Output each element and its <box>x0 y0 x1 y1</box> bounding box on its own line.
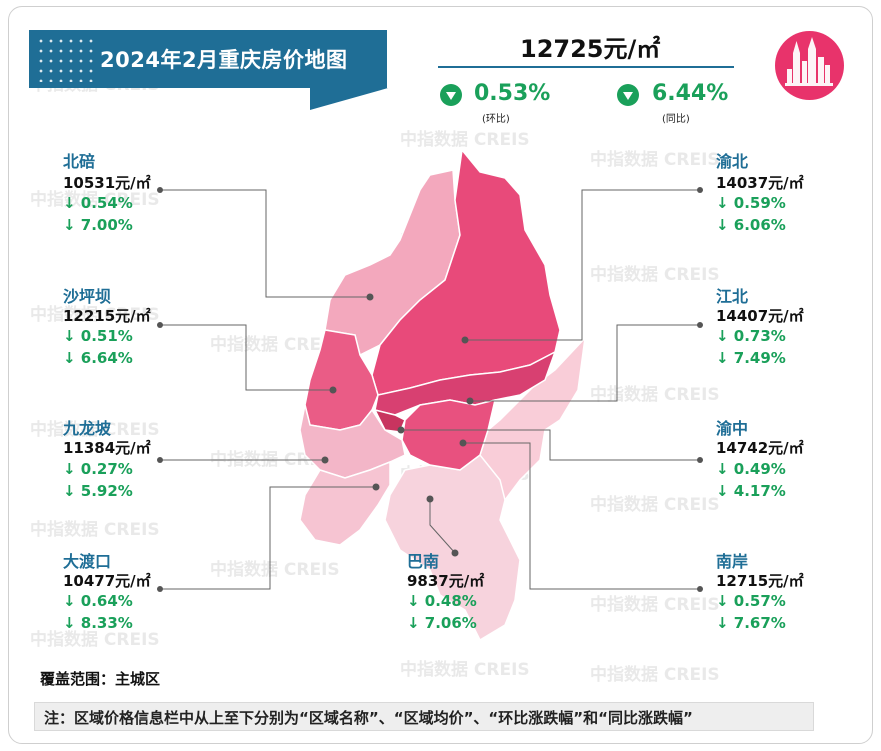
watermark: 中指数据 CREIS <box>400 660 530 680</box>
watermark: 中指数据 CREIS <box>30 520 160 540</box>
district-name: 九龙坡 <box>63 419 112 438</box>
marker-dot <box>157 457 163 463</box>
district-name: 北碚 <box>63 152 96 171</box>
district-yoy: ↓ 7.00% <box>63 216 133 234</box>
district-price: 10477元/㎡ <box>63 572 151 590</box>
district-price: 14037元/㎡ <box>716 174 804 192</box>
marker-dot <box>697 187 703 193</box>
watermark: 中指数据 CREIS <box>30 190 160 210</box>
district-yoy: ↓ 7.49% <box>716 349 786 367</box>
district-mom: ↓ 0.54% <box>63 194 133 212</box>
watermark: 中指数据 CREIS <box>400 130 530 150</box>
district-yoy: ↓ 5.92% <box>63 482 133 500</box>
marker-dot <box>157 586 163 592</box>
district-price: 12215元/㎡ <box>63 307 151 325</box>
district-name: 江北 <box>716 287 749 306</box>
marker-dot <box>426 495 434 503</box>
district-price: 12715元/㎡ <box>716 572 804 590</box>
marker-dot <box>329 386 337 394</box>
district-yoy: ↓ 6.06% <box>716 216 786 234</box>
down-arrow-icon <box>617 84 639 106</box>
district-name: 沙坪坝 <box>63 287 112 306</box>
marker-dot <box>697 586 703 592</box>
district-price: 14407元/㎡ <box>716 307 804 325</box>
district-mom: ↓ 0.73% <box>716 327 786 345</box>
page-title: 2024年2月重庆房价地图 <box>100 48 348 72</box>
leader-line-yuzhong <box>401 429 700 461</box>
region-dadukou[interactable] <box>299 460 391 546</box>
marker-dot <box>697 457 703 463</box>
leader-line-jiangbei <box>470 324 700 402</box>
leader-line-dadukou <box>160 486 376 590</box>
region-jiangbei[interactable] <box>374 350 557 416</box>
watermark: 中指数据 CREIS <box>210 560 340 580</box>
average-yoy-value: 6.44% <box>652 81 729 106</box>
watermark: 中指数据 CREIS <box>30 305 160 325</box>
marker-dot <box>157 187 163 193</box>
dot-grid-icon <box>36 36 94 82</box>
district-yoy: ↓ 7.67% <box>716 614 786 632</box>
title-banner-notch <box>310 88 388 110</box>
skyline-icon <box>785 37 833 86</box>
district-mom: ↓ 0.64% <box>63 592 133 610</box>
district-mom: ↓ 0.27% <box>63 460 133 478</box>
watermark: 中指数据 CREIS <box>590 150 720 170</box>
district-price: 10531元/㎡ <box>63 174 151 192</box>
average-mom-value: 0.53% <box>474 81 551 106</box>
coverage-text: 覆盖范围：主城区 <box>40 670 161 688</box>
watermark: 中指数据 CREIS <box>30 630 160 650</box>
leader-line-yubei <box>465 189 700 341</box>
marker-dot <box>451 549 459 557</box>
city-skyline-logo-icon <box>775 31 844 100</box>
average-divider <box>438 66 734 68</box>
district-yoy: ↓ 7.06% <box>407 614 477 632</box>
marker-dot <box>321 456 329 464</box>
watermark: 中指数据 CREIS <box>590 385 720 405</box>
watermark: 中指数据 CREIS <box>590 495 720 515</box>
watermark: 中指数据 CREIS <box>210 335 340 355</box>
marker-dot <box>466 397 474 405</box>
district-name: 渝中 <box>716 419 749 438</box>
watermark: 中指数据 CREIS <box>30 420 160 440</box>
district-yoy: ↓ 4.17% <box>716 482 786 500</box>
average-mom-label: (环比) <box>482 114 510 125</box>
leader-line-nanan <box>463 442 700 590</box>
marker-dot <box>366 293 374 301</box>
leader-line-beibei <box>160 189 370 298</box>
leader-line-shapingba <box>160 324 333 391</box>
marker-dot <box>157 322 163 328</box>
district-name: 大渡口 <box>63 552 112 571</box>
down-arrow-icon <box>440 84 462 106</box>
district-price: 14742元/㎡ <box>716 439 804 457</box>
marker-dot <box>372 483 380 491</box>
marker-dot <box>697 322 703 328</box>
marker-dot <box>397 426 405 434</box>
district-name: 渝北 <box>716 152 749 171</box>
district-name: 巴南 <box>407 552 440 571</box>
average-price: 12725元/㎡ <box>520 35 661 63</box>
district-mom: ↓ 0.59% <box>716 194 786 212</box>
district-mom: ↓ 0.57% <box>716 592 786 610</box>
watermark: 中指数据 CREIS <box>590 265 720 285</box>
district-name: 南岸 <box>716 552 749 571</box>
marker-dot <box>459 439 467 447</box>
watermark: 中指数据 CREIS <box>590 665 720 685</box>
marker-dot <box>461 336 469 344</box>
district-yoy: ↓ 8.33% <box>63 614 133 632</box>
district-yoy: ↓ 6.64% <box>63 349 133 367</box>
average-yoy-label: (同比) <box>662 114 690 125</box>
note-text: 注：区域价格信息栏中从上至下分别为“区域名称”、“区域均价”、“环比涨跌幅”和“… <box>44 709 693 727</box>
district-mom: ↓ 0.51% <box>63 327 133 345</box>
note-box <box>34 702 814 731</box>
district-mom: ↓ 0.48% <box>407 592 477 610</box>
district-price: 9837元/㎡ <box>407 572 485 590</box>
district-mom: ↓ 0.49% <box>716 460 786 478</box>
watermark: 中指数据 CREIS <box>590 595 720 615</box>
district-price: 11384元/㎡ <box>63 439 151 457</box>
leader-line-banan <box>429 499 456 554</box>
